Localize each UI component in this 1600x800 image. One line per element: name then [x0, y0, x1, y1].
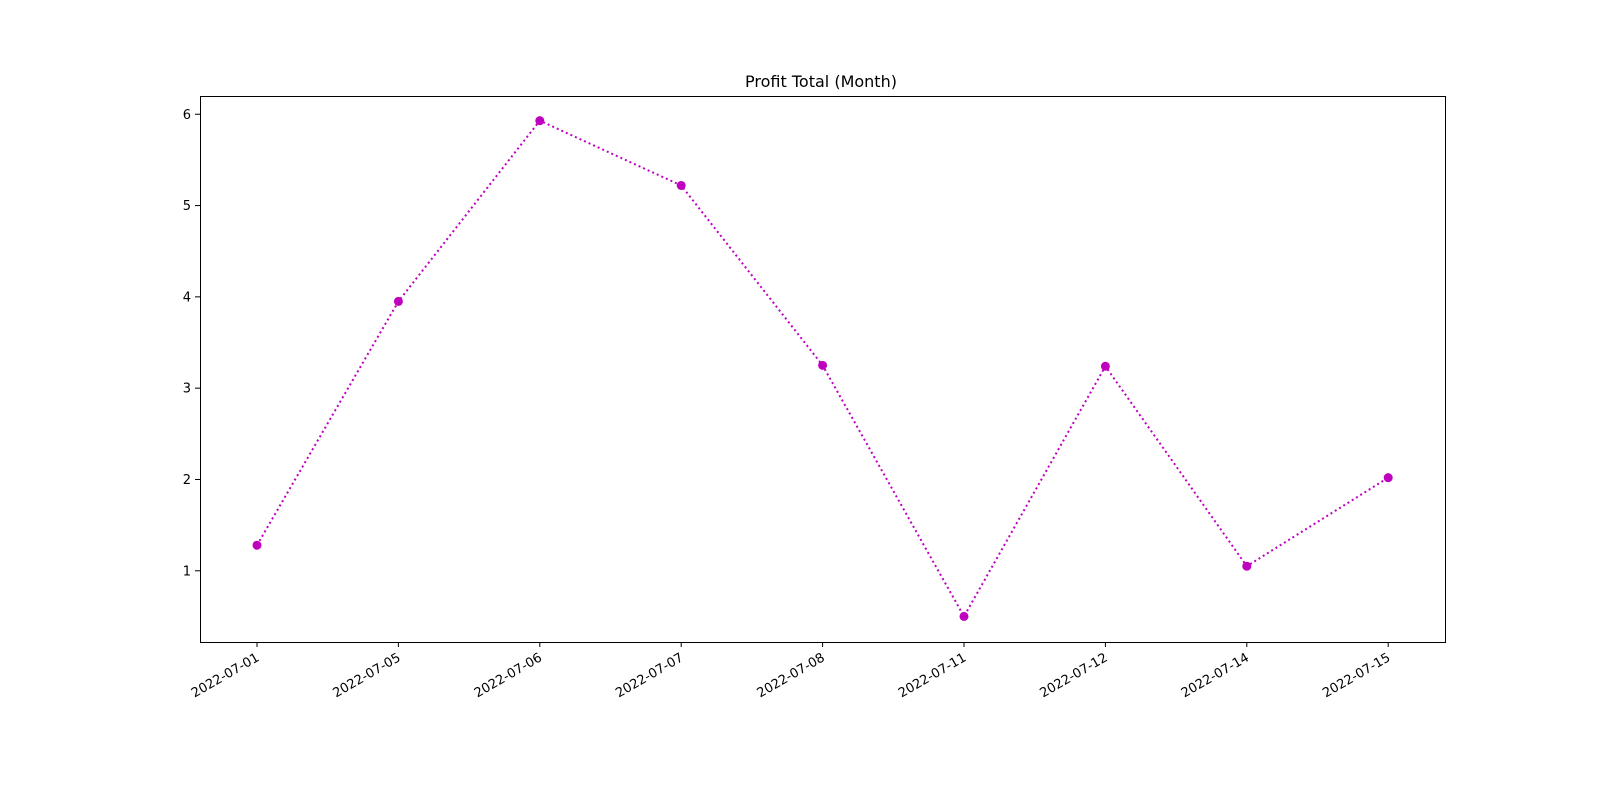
y-axis: 1 2 3 4 5 6: [183, 108, 200, 579]
data-point: [959, 611, 969, 621]
data-point: [1383, 473, 1393, 483]
y-tick-label: 2: [183, 473, 191, 488]
y-tick-label: 3: [183, 382, 191, 397]
y-tick-label: 6: [183, 108, 191, 123]
x-tick-label: 2022-07-14: [1179, 650, 1252, 701]
y-tick-label: 5: [183, 199, 191, 214]
x-tick-label: 2022-07-06: [472, 650, 545, 701]
y-tick-label: 4: [183, 290, 191, 305]
y-tick-label: 1: [183, 564, 191, 579]
series-group: [252, 116, 1393, 621]
data-point: [535, 116, 545, 126]
x-tick-label: 2022-07-01: [189, 650, 262, 701]
x-tick-label: 2022-07-12: [1037, 650, 1110, 701]
data-point: [676, 180, 686, 190]
x-tick-label: 2022-07-07: [613, 650, 686, 701]
x-tick-label: 2022-07-15: [1320, 650, 1393, 701]
data-point: [1242, 561, 1252, 571]
data-point: [393, 296, 403, 306]
x-tick-label: 2022-07-08: [755, 650, 828, 701]
data-point: [818, 360, 828, 370]
x-tick-label: 2022-07-11: [896, 650, 969, 701]
data-point: [1100, 361, 1110, 371]
data-point: [252, 540, 262, 550]
chart-title: Profit Total (Month): [745, 72, 897, 91]
x-tick-label: 2022-07-05: [330, 650, 403, 701]
x-axis: 2022-07-01 2022-07-05 2022-07-06 2022-07-07…: [189, 642, 1393, 701]
